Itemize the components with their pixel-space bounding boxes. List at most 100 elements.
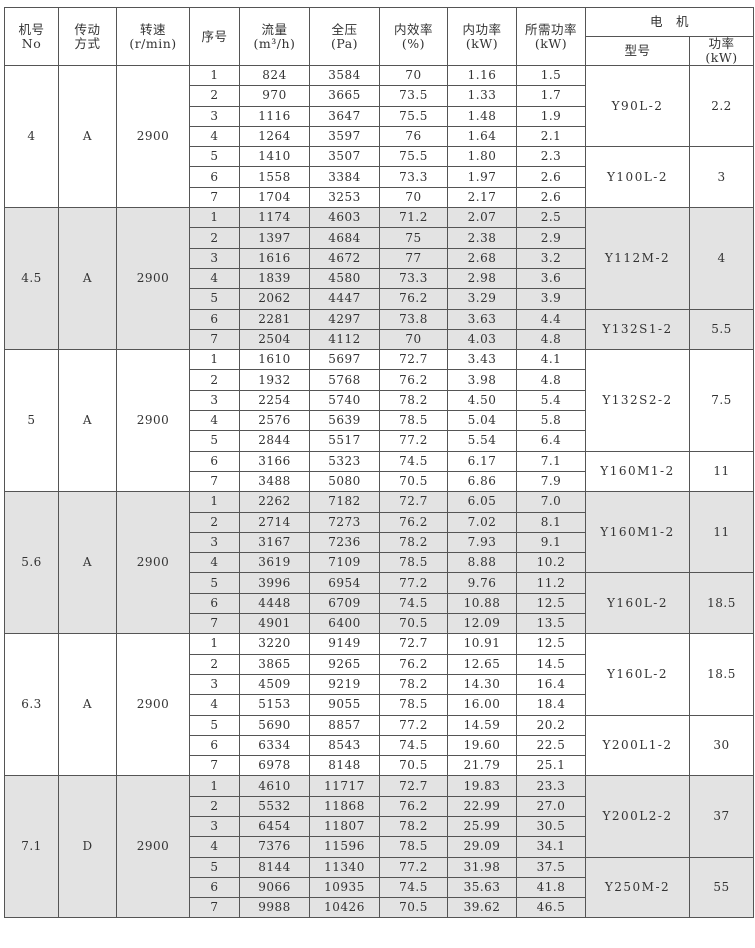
internal-power-cell: 9.76: [447, 572, 517, 594]
motor-model: Y160M1-2: [585, 450, 690, 493]
internal-power-cell: 14.30: [447, 673, 517, 696]
efficiency-cell: 77.2: [379, 856, 448, 878]
efficiency-cell: 72.7: [379, 633, 448, 655]
required-power-cell: 14.5: [516, 653, 586, 675]
seq-cell: 2: [189, 795, 240, 817]
efficiency-cell: 72.7: [379, 491, 448, 513]
header-no: 机号 No: [4, 7, 59, 66]
header-speed-l1: 转速: [139, 21, 166, 37]
flow-cell: 1839: [239, 267, 310, 290]
internal-power-cell: 16.00: [447, 694, 517, 716]
pressure-cell: 8543: [309, 734, 380, 757]
header-reqpower-unit: (kW): [534, 35, 568, 51]
seq-cell: 1: [189, 207, 240, 229]
pressure-cell: 11807: [309, 815, 380, 838]
pressure-cell: 3665: [309, 85, 380, 107]
required-power-cell: 3.6: [516, 267, 586, 290]
required-power-cell: 6.4: [516, 430, 586, 452]
efficiency-cell: 70.5: [379, 613, 448, 635]
drive-type: A: [58, 633, 117, 777]
efficiency-cell: 75: [379, 227, 448, 249]
flow-cell: 2714: [239, 511, 310, 533]
seq-cell: 7: [189, 470, 240, 493]
seq-cell: 4: [189, 267, 240, 290]
seq-cell: 5: [189, 430, 240, 452]
internal-power-cell: 1.97: [447, 166, 517, 188]
header-drive-l2: 方式: [74, 35, 101, 51]
internal-power-cell: 2.98: [447, 267, 517, 290]
internal-power-cell: 2.17: [447, 186, 517, 209]
seq-cell: 7: [189, 328, 240, 351]
table-row: 7 9988 10426 70.5 39.62 46.5: [5, 897, 754, 919]
header-inpower-l1: 内功率: [462, 21, 502, 37]
pressure-cell: 6954: [309, 572, 380, 594]
internal-power-cell: 1.64: [447, 125, 517, 148]
internal-power-cell: 25.99: [447, 815, 517, 838]
efficiency-cell: 73.3: [379, 267, 448, 290]
flow-cell: 9066: [239, 876, 310, 899]
flow-cell: 2281: [239, 308, 310, 330]
flow-cell: 1610: [239, 349, 310, 371]
header-flow-l1: 流量: [261, 21, 288, 37]
seq-cell: 6: [189, 166, 240, 188]
table-row: 3 2254 5740 78.2 4.50 5.4: [5, 389, 754, 412]
internal-power-cell: 1.48: [447, 105, 517, 127]
flow-cell: 7376: [239, 836, 310, 858]
seq-cell: 7: [189, 186, 240, 209]
internal-power-cell: 3.43: [447, 349, 517, 371]
seq-cell: 4: [189, 836, 240, 858]
motor-power: 30: [688, 714, 755, 777]
flow-cell: 2844: [239, 430, 310, 452]
flow-cell: 2576: [239, 410, 310, 432]
pressure-cell: 11596: [309, 836, 380, 858]
speed: 2900: [116, 207, 190, 351]
required-power-cell: 22.5: [516, 734, 586, 757]
fan-number: 5: [4, 349, 59, 493]
table-row: 7 3488 5080 70.5 6.86 7.9: [5, 470, 754, 493]
flow-cell: 1174: [239, 207, 310, 229]
drive-type: A: [58, 64, 117, 209]
table-row: 5 8144 11340 77.2 31.98 37.5 Y250M-2 55: [5, 856, 755, 919]
pressure-cell: 5517: [309, 430, 380, 452]
flow-cell: 8144: [239, 856, 310, 878]
pressure-cell: 4672: [309, 247, 380, 269]
pressure-cell: 4297: [309, 308, 380, 330]
flow-cell: 3220: [239, 633, 310, 655]
efficiency-cell: 78.2: [379, 389, 448, 412]
internal-power-cell: 7.02: [447, 511, 517, 533]
efficiency-cell: 73.5: [379, 85, 448, 107]
efficiency-cell: 78.2: [379, 815, 448, 838]
efficiency-cell: 77: [379, 247, 448, 269]
motor-model: Y132S1-2: [585, 308, 690, 351]
flow-cell: 1932: [239, 369, 310, 391]
efficiency-cell: 74.5: [379, 450, 448, 472]
flow-cell: 970: [239, 85, 310, 107]
required-power-cell: 9.1: [516, 531, 586, 554]
efficiency-cell: 78.5: [379, 836, 448, 858]
efficiency-cell: 78.2: [379, 673, 448, 696]
table-row: 4 1264 3597 76 1.64 2.1: [5, 125, 754, 148]
flow-cell: 824: [239, 64, 310, 87]
pressure-cell: 10426: [309, 897, 380, 919]
flow-cell: 1397: [239, 227, 310, 249]
header-flow-unit: (m³/h): [253, 35, 296, 51]
flow-cell: 3488: [239, 470, 310, 493]
flow-cell: 2062: [239, 288, 310, 310]
required-power-cell: 20.2: [516, 714, 586, 736]
table-row: 6 1558 3384 73.3 1.97 2.6: [5, 166, 754, 188]
internal-power-cell: 6.05: [447, 491, 517, 513]
table-row: 4 3619 7109 78.5 8.88 10.2: [5, 552, 754, 574]
flow-cell: 3996: [239, 572, 310, 594]
seq-cell: 2: [189, 227, 240, 249]
speed: 2900: [116, 633, 190, 777]
seq-cell: 3: [189, 247, 240, 269]
internal-power-cell: 5.04: [447, 410, 517, 432]
efficiency-cell: 78.2: [379, 531, 448, 554]
pressure-cell: 9055: [309, 694, 380, 716]
table-row: 5 5690 8857 77.2 14.59 20.2 Y200L1-2 30: [5, 714, 755, 777]
flow-cell: 1704: [239, 186, 310, 209]
header-efficiency: 内效率 (%): [379, 7, 448, 66]
efficiency-cell: 77.2: [379, 430, 448, 452]
internal-power-cell: 39.62: [447, 897, 517, 919]
required-power-cell: 37.5: [516, 856, 586, 878]
